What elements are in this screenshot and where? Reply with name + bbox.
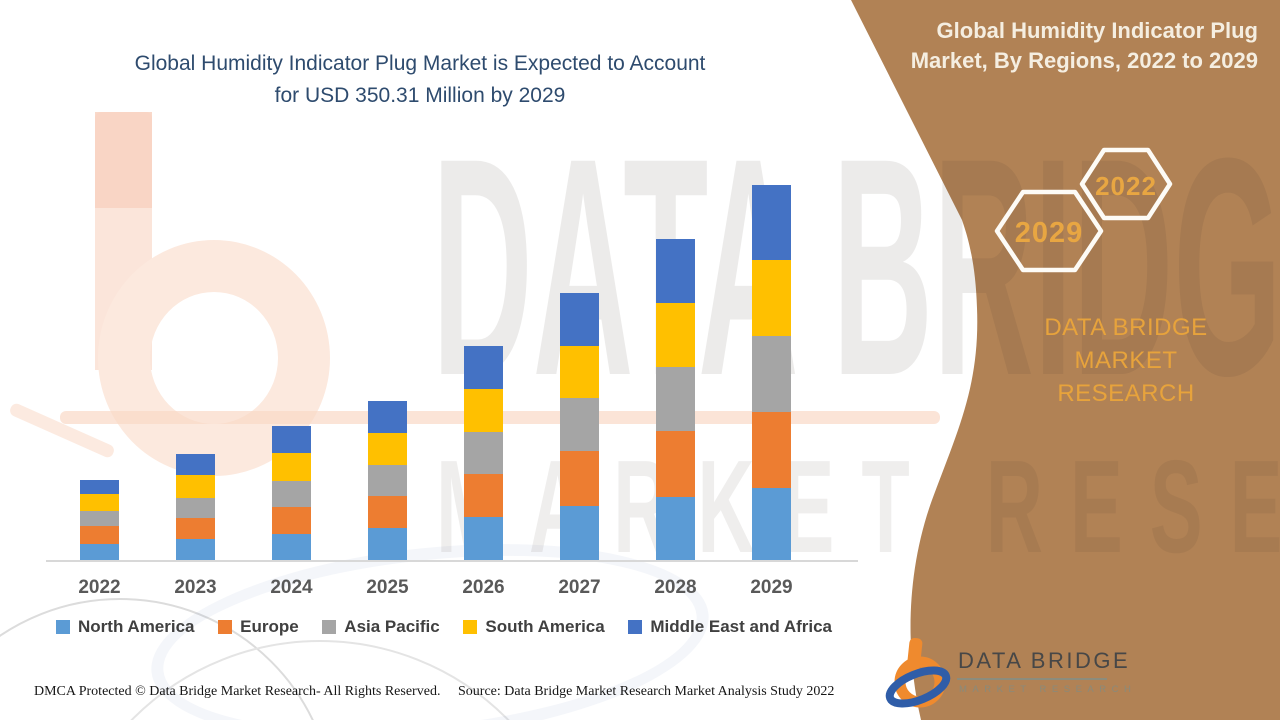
legend-item-north-america: North America [56,617,195,637]
hexagon-2029-icon [994,189,1104,273]
brand-wordmark-line1: DATA BRIDGE MARKET [1044,314,1208,374]
data-bridge-logo: DATA BRIDGE MARKET RESEARCH [880,632,1140,712]
data-bridge-logo-icon [885,637,951,708]
x-axis-label-2026: 2026 [462,577,505,598]
logo-name: DATA BRIDGE [958,648,1131,673]
panel-title-line1: Global Humidity Indicator Plug [936,18,1258,43]
x-axis-label-2028: 2028 [654,577,697,598]
x-axis-label-2022: 2022 [78,577,121,598]
legend-swatch-icon [463,620,478,634]
chart-title-line1: Global Humidity Indicator Plug Market is… [134,52,706,75]
legend-label: North America [78,617,195,636]
logo-underline [957,678,1107,680]
legend-swatch-icon [322,620,337,634]
hexagon-year-2029: 2029 [1014,217,1084,249]
x-axis-label-2023: 2023 [174,577,217,598]
watermark-logo-b-stem-top [95,112,152,208]
legend-label: South America [485,617,605,636]
legend-item-europe: Europe [218,617,299,637]
brand-wordmark-line2: RESEARCH [1057,380,1195,407]
x-axis-label-2025: 2025 [366,577,409,598]
legend-swatch-icon [218,620,233,634]
chart-title: Global Humidity Indicator Plug Market is… [50,48,790,112]
panel-title: Global Humidity Indicator Plug Market, B… [890,16,1270,76]
hexagon-year-2022: 2022 [1095,171,1157,201]
hexagon-2022-icon [1079,147,1173,221]
x-axis-line [46,560,858,562]
legend-item-south-america: South America [463,617,605,637]
chart-title-line2: for USD 350.31 Million by 2029 [274,84,566,107]
x-axis-label-2029: 2029 [750,577,793,598]
legend-swatch-icon [628,620,643,634]
brand-wordmark: DATA BRIDGE MARKET RESEARCH [990,311,1262,410]
chart-legend: North America Europe Asia Pacific South Ame… [56,617,832,637]
legend-swatch-icon [56,620,70,634]
source-notice: Source: Data Bridge Market Research Mark… [458,684,835,699]
legend-item-asia-pacific: Asia Pacific [322,617,440,637]
x-axis-label-2024: 2024 [270,577,313,598]
legend-label: Middle East and Africa [650,617,832,636]
legend-item-middle-east-and-africa: Middle East and Africa [628,617,832,637]
panel-title-line2: Market, By Regions, 2022 to 2029 [910,48,1258,73]
dmca-notice: DMCA Protected © Data Bridge Market Rese… [34,684,441,699]
legend-label: Asia Pacific [344,617,440,636]
legend-label: Europe [240,617,299,636]
x-axis-label-2027: 2027 [558,577,601,598]
side-panel-polygon [851,0,1280,720]
logo-subtext: MARKET RESEARCH [959,684,1137,695]
